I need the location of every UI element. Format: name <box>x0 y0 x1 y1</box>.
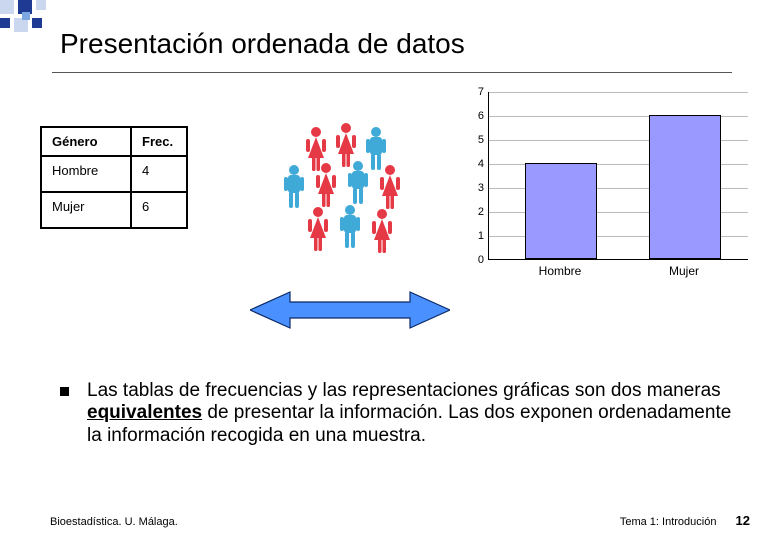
para-pre: Las tablas de frecuencias y las represen… <box>87 380 721 401</box>
chart-bar <box>525 163 597 259</box>
slide-title: Presentación ordenada de datos <box>60 28 465 60</box>
table-row: Mujer 6 <box>41 192 187 228</box>
cell-value: 4 <box>131 156 187 192</box>
body-paragraph: Las tablas de frecuencias y las represen… <box>60 380 750 447</box>
chart-xcategory-label: Hombre <box>510 264 610 278</box>
chart-ytick-label: 0 <box>466 254 484 266</box>
double-arrow-icon <box>250 290 450 330</box>
people-cluster <box>270 120 450 280</box>
cell-label: Mujer <box>41 192 131 228</box>
bullet-icon <box>60 387 69 396</box>
cell-label: Hombre <box>41 156 131 192</box>
chart-ytick-label: 1 <box>466 230 484 242</box>
person-female-icon <box>378 164 402 212</box>
person-male-icon <box>346 160 370 208</box>
footer-left: Bioestadística. U. Málaga. <box>50 516 178 528</box>
table-header-frec: Frec. <box>131 127 187 156</box>
cell-value: 6 <box>131 192 187 228</box>
person-female-icon <box>370 208 394 256</box>
person-female-icon <box>306 206 330 254</box>
chart-ytick-label: 2 <box>466 206 484 218</box>
person-male-icon <box>282 164 306 212</box>
chart-ytick-label: 7 <box>466 86 484 98</box>
footer-right: Tema 1: Introdución <box>620 516 717 528</box>
frequency-table: Género Frec. Hombre 4 Mujer 6 <box>40 126 188 229</box>
person-female-icon <box>314 162 338 210</box>
chart-bar <box>649 115 721 259</box>
chart-ytick-label: 4 <box>466 158 484 170</box>
title-rule <box>52 72 732 73</box>
chart-plot-area <box>488 92 748 260</box>
chart-gridline <box>489 92 748 93</box>
chart-ytick-label: 3 <box>466 182 484 194</box>
slide-footer: Bioestadística. U. Málaga. Tema 1: Intro… <box>50 513 750 528</box>
chart-xcategory-label: Mujer <box>634 264 734 278</box>
chart-ytick-label: 6 <box>466 110 484 122</box>
bar-chart: 01234567 HombreMujer <box>466 92 752 292</box>
chart-ytick-label: 5 <box>466 134 484 146</box>
table-header-genero: Género <box>41 127 131 156</box>
person-male-icon <box>338 204 362 252</box>
table-row: Hombre 4 <box>41 156 187 192</box>
page-number: 12 <box>736 513 750 528</box>
para-emph: equivalentes <box>87 402 202 423</box>
